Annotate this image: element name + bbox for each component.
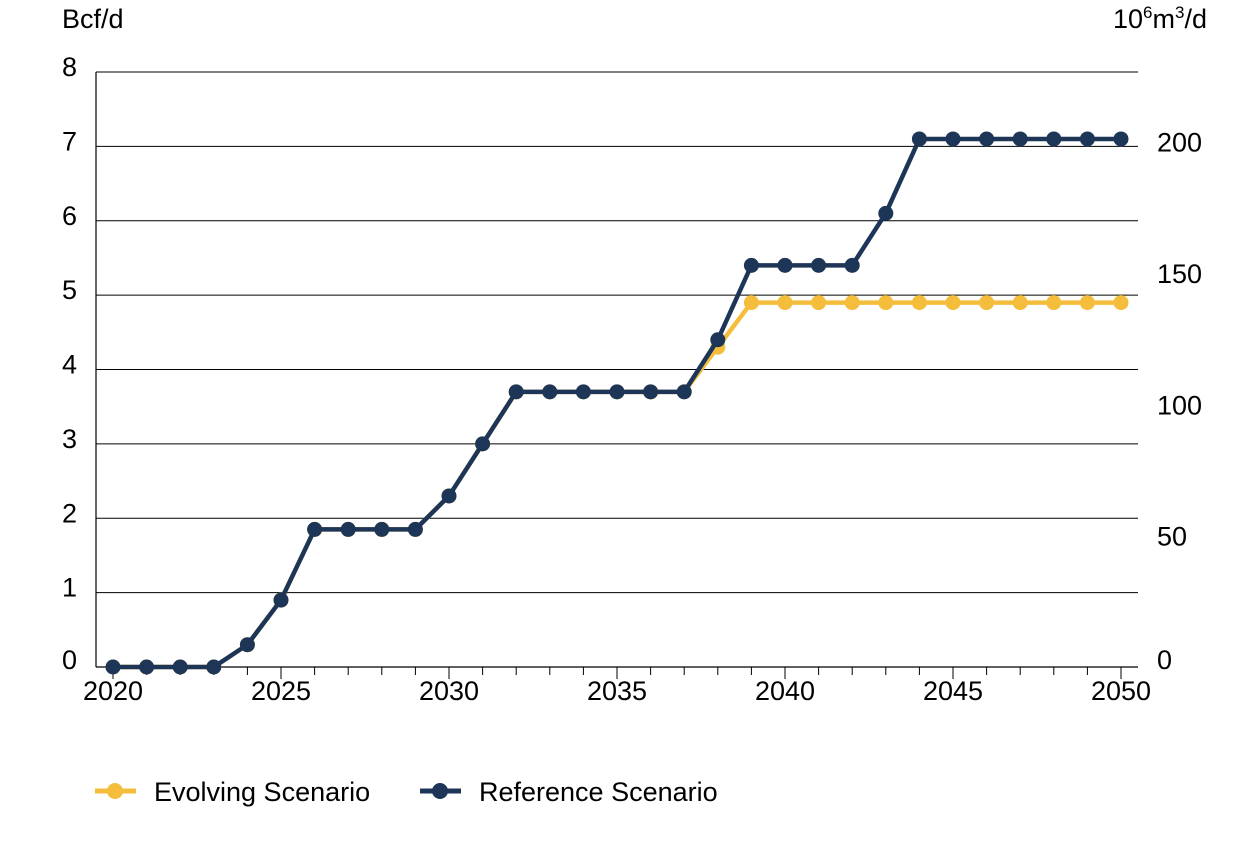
x-tick-label-2045: 2045 — [923, 676, 983, 706]
series-point-evolving-scenario-2046 — [979, 295, 995, 311]
x-tick-label-2025: 2025 — [251, 676, 311, 706]
series-point-evolving-scenario-2044 — [911, 295, 927, 311]
series-point-reference-scenario-2032 — [508, 384, 524, 400]
legend-label-reference: Reference Scenario — [479, 777, 718, 807]
y-right-tick-label-150: 150 — [1157, 259, 1202, 289]
legend: Evolving Scenario Reference Scenario — [95, 777, 718, 807]
series-point-reference-scenario-2038 — [710, 332, 726, 348]
series-point-reference-scenario-2031 — [475, 436, 491, 452]
series-point-evolving-scenario-2041 — [811, 295, 827, 311]
series-point-reference-scenario-2043 — [878, 205, 894, 221]
series-point-evolving-scenario-2048 — [1046, 295, 1062, 311]
series-point-reference-scenario-2022 — [172, 659, 188, 675]
y-left-tick-label-0: 0 — [62, 645, 77, 675]
y-right-tick-label-100: 100 — [1157, 390, 1202, 420]
series-point-reference-scenario-2030 — [441, 488, 457, 504]
x-tick-label-2020: 2020 — [83, 676, 143, 706]
series-point-evolving-scenario-2045 — [945, 295, 961, 311]
x-tick-label-2040: 2040 — [755, 676, 815, 706]
x-tick-label-2035: 2035 — [587, 676, 647, 706]
x-tick-label-2050: 2050 — [1091, 676, 1151, 706]
tick-labels: 2020 2025 2030 2035 2040 2045 2050012345678050… — [62, 52, 1202, 706]
series-point-reference-scenario-2037 — [676, 384, 692, 400]
axes — [95, 72, 1138, 679]
series-point-reference-scenario-2023 — [206, 659, 222, 675]
y-left-tick-label-6: 6 — [62, 201, 77, 231]
y-right-tick-label-0: 0 — [1157, 645, 1172, 675]
series-reference-scenario — [105, 131, 1129, 675]
y-left-tick-label-3: 3 — [62, 424, 77, 454]
gridlines — [96, 71, 1138, 594]
series-point-reference-scenario-2021 — [139, 659, 155, 675]
legend-swatch-evolving-marker — [107, 783, 123, 799]
series-line-reference-scenario — [110, 136, 1124, 670]
series-point-reference-scenario-2042 — [844, 257, 860, 273]
y-right-tick-label-50: 50 — [1157, 522, 1187, 552]
series-point-evolving-scenario-2039 — [743, 295, 759, 311]
series-point-evolving-scenario-2050 — [1113, 295, 1129, 311]
y-axis-right-title: 106m3/d — [1113, 3, 1207, 34]
series-point-reference-scenario-2036 — [643, 384, 659, 400]
series — [105, 131, 1129, 675]
legend-label-evolving: Evolving Scenario — [154, 777, 370, 807]
series-point-reference-scenario-2046 — [979, 131, 995, 147]
series-evolving-scenario — [105, 295, 1129, 675]
series-point-evolving-scenario-2040 — [777, 295, 793, 311]
series-point-reference-scenario-2027 — [340, 521, 356, 537]
y-left-tick-label-5: 5 — [62, 275, 77, 305]
series-point-evolving-scenario-2043 — [878, 295, 894, 311]
series-point-evolving-scenario-2047 — [1012, 295, 1028, 311]
y-right-title-end: /d — [1184, 4, 1207, 34]
y-right-title-mid: m — [1153, 4, 1176, 34]
series-point-reference-scenario-2040 — [777, 257, 793, 273]
series-point-reference-scenario-2039 — [743, 257, 759, 273]
y-axis-left-title: Bcf/d — [62, 4, 124, 34]
series-point-reference-scenario-2049 — [1079, 131, 1095, 147]
series-point-reference-scenario-2050 — [1113, 131, 1129, 147]
y-left-tick-label-4: 4 — [62, 350, 77, 380]
y-right-title-base: 10 — [1113, 4, 1143, 34]
series-point-reference-scenario-2034 — [575, 384, 591, 400]
legend-item-reference: Reference Scenario — [420, 777, 718, 807]
series-point-reference-scenario-2024 — [239, 637, 255, 653]
y-left-tick-label-2: 2 — [62, 498, 77, 528]
y-left-tick-label-8: 8 — [62, 52, 77, 82]
series-point-reference-scenario-2041 — [811, 257, 827, 273]
series-point-reference-scenario-2035 — [609, 384, 625, 400]
series-point-reference-scenario-2044 — [911, 131, 927, 147]
series-point-reference-scenario-2028 — [374, 521, 390, 537]
series-point-reference-scenario-2033 — [542, 384, 558, 400]
series-point-reference-scenario-2029 — [407, 521, 423, 537]
y-right-tick-label-200: 200 — [1157, 128, 1202, 158]
legend-item-evolving: Evolving Scenario — [95, 777, 370, 807]
series-point-reference-scenario-2020 — [105, 659, 121, 675]
series-point-reference-scenario-2026 — [307, 521, 323, 537]
legend-swatch-reference-marker — [432, 783, 448, 799]
series-point-evolving-scenario-2049 — [1079, 295, 1095, 311]
series-point-reference-scenario-2048 — [1046, 131, 1062, 147]
series-point-reference-scenario-2045 — [945, 131, 961, 147]
series-point-reference-scenario-2047 — [1012, 131, 1028, 147]
y-right-title-sup1: 6 — [1143, 3, 1152, 22]
series-line-evolving-scenario — [110, 300, 1124, 670]
series-point-reference-scenario-2025 — [273, 592, 289, 608]
series-point-evolving-scenario-2042 — [844, 295, 860, 311]
y-left-tick-label-1: 1 — [62, 573, 77, 603]
y-left-tick-label-7: 7 — [62, 126, 77, 156]
x-tick-label-2030: 2030 — [419, 676, 479, 706]
y-right-title-sup2: 3 — [1175, 3, 1184, 22]
